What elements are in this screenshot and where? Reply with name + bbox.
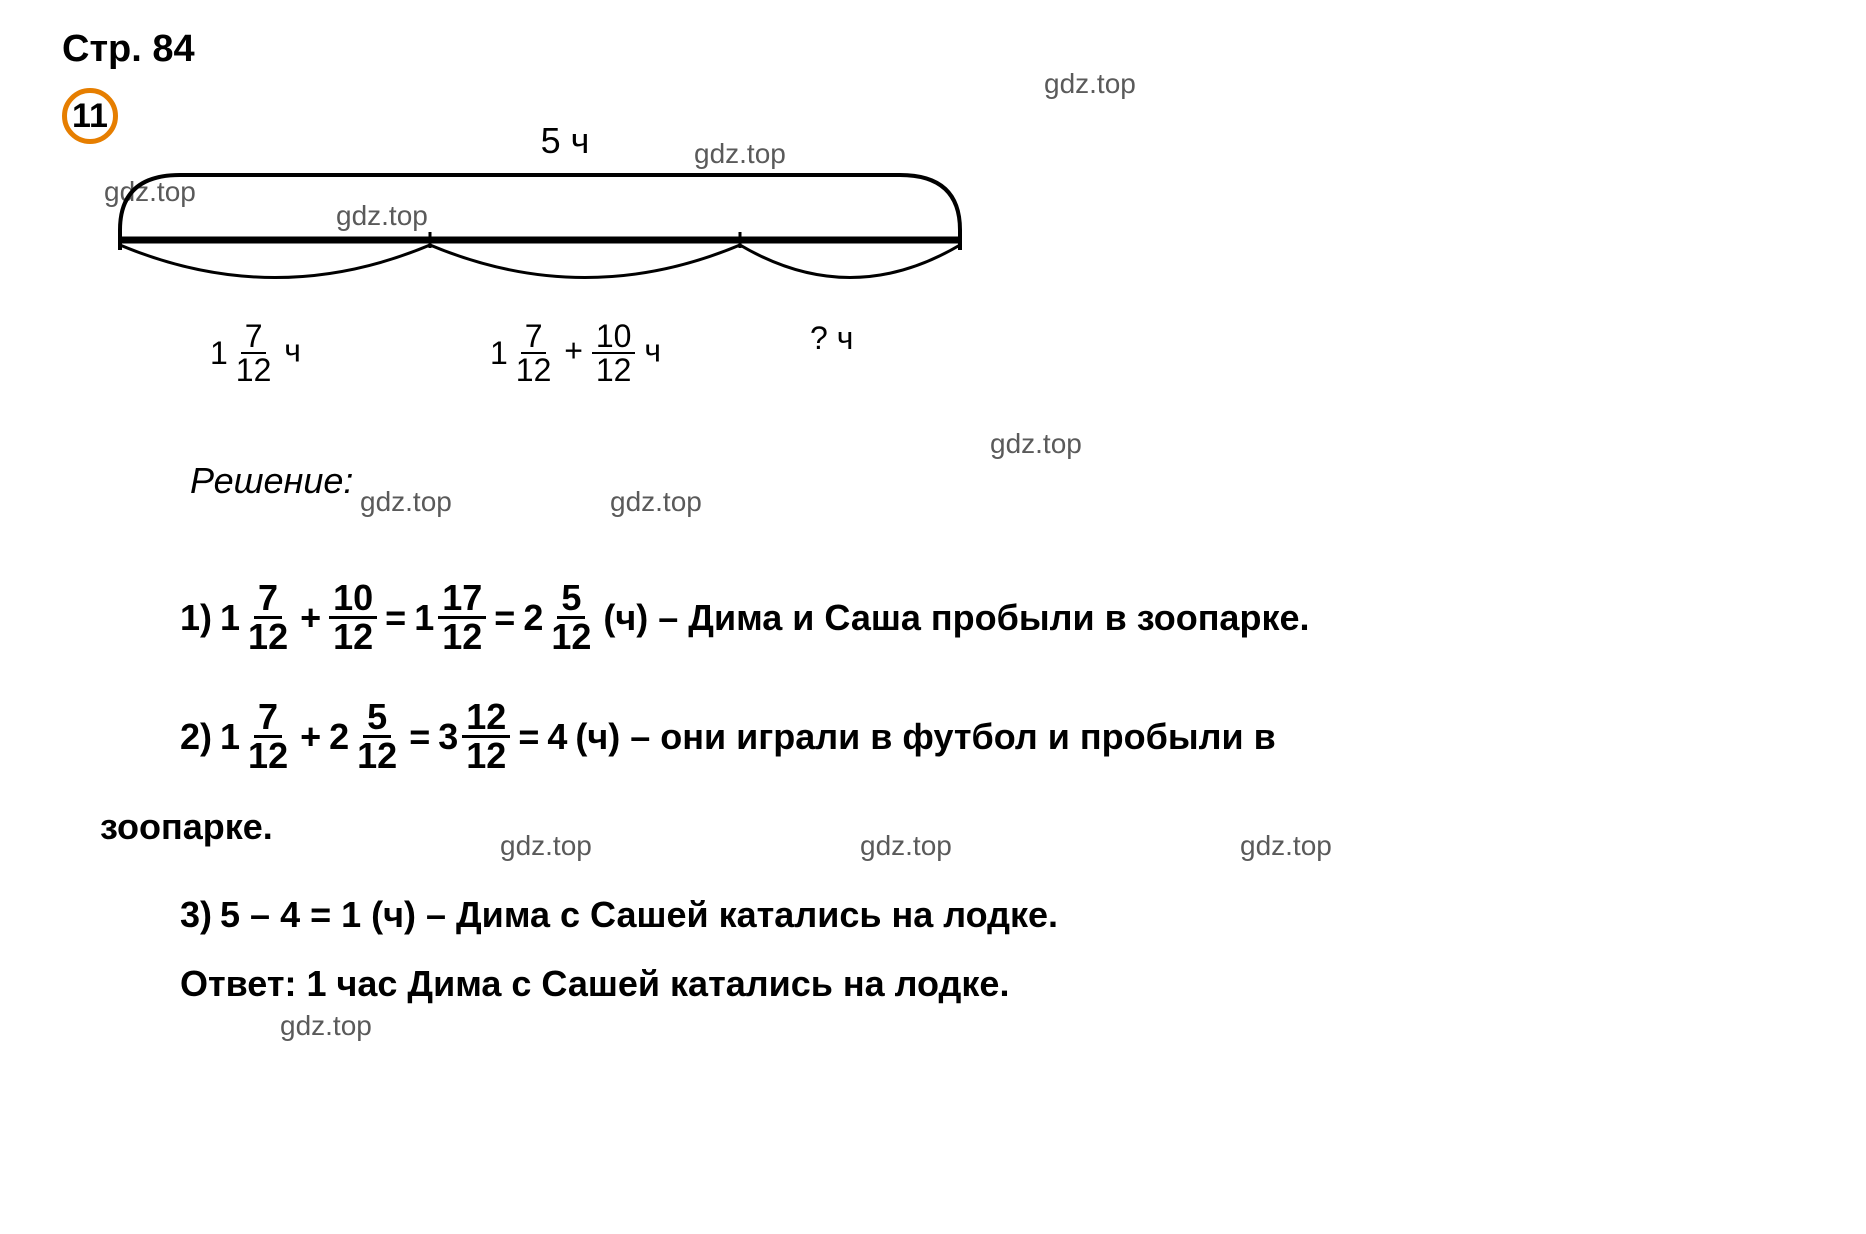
l2-f2-w: 2 bbox=[329, 708, 349, 766]
l1-f2-d: 12 bbox=[329, 619, 377, 655]
l1-f4-w: 2 bbox=[523, 589, 543, 647]
watermark: gdz.top bbox=[990, 428, 1082, 460]
diagram: 5 ч 1 7 12 ч 1 7 bbox=[90, 120, 1040, 400]
d2-suffix: ч bbox=[635, 332, 661, 368]
l2-f1-n: 7 bbox=[254, 699, 282, 738]
l1-f4-d: 12 bbox=[547, 619, 595, 655]
solution-line-1: 1) 1 7 12 + 10 12 = 1 17 12 = 2 5 12 bbox=[100, 580, 1800, 655]
l2-f2-n: 5 bbox=[363, 699, 391, 738]
l1-eq1: = bbox=[385, 589, 406, 647]
solution-line-2: 2) 1 7 12 + 2 5 12 = 3 12 12 = 4 (ч) – о… bbox=[100, 699, 1800, 774]
l2-f1-d: 12 bbox=[244, 738, 292, 774]
d2-pden: 12 bbox=[592, 354, 636, 386]
l2-f1-w: 1 bbox=[220, 708, 240, 766]
page-label: Стр. 84 bbox=[62, 28, 195, 71]
d1-den: 12 bbox=[232, 354, 276, 386]
d1-whole: 1 bbox=[210, 335, 228, 372]
l2-num: 2) bbox=[180, 708, 212, 766]
solution-line-2b: зоопарке. bbox=[100, 798, 1800, 856]
l2-f3-w: 3 bbox=[438, 708, 458, 766]
watermark: gdz.top bbox=[1044, 68, 1136, 100]
diagram-top-label: 5 ч bbox=[541, 120, 590, 162]
watermark: gdz.top bbox=[610, 486, 702, 518]
l2-f3-n: 12 bbox=[462, 699, 510, 738]
l2-eq1: = bbox=[409, 708, 430, 766]
l1-f1-d: 12 bbox=[244, 619, 292, 655]
d2-num: 7 bbox=[521, 320, 547, 354]
l1-f1-n: 7 bbox=[254, 580, 282, 619]
d1-suffix: ч bbox=[275, 332, 301, 368]
watermark: gdz.top bbox=[280, 1010, 372, 1042]
l2-f2-d: 12 bbox=[353, 738, 401, 774]
solution-label: Решение: bbox=[190, 460, 353, 502]
l1-f2-n: 10 bbox=[329, 580, 377, 619]
d1-num: 7 bbox=[241, 320, 267, 354]
l1-num: 1) bbox=[180, 589, 212, 647]
l1-tail: (ч) – Дима и Саша пробыли в зоопарке. bbox=[603, 589, 1309, 647]
diagram-label-2: 1 7 12 + 10 12 ч bbox=[490, 320, 661, 386]
l1-f3-n: 17 bbox=[438, 580, 486, 619]
watermark: gdz.top bbox=[360, 486, 452, 518]
l2-tail: (ч) – они играли в футбол и пробыли в bbox=[575, 708, 1275, 766]
l1-eq2: = bbox=[494, 589, 515, 647]
d3-text: ? ч bbox=[810, 320, 853, 356]
solution-line-3: 3) 5 – 4 = 1 (ч) – Дима с Сашей катались… bbox=[100, 886, 1800, 944]
d2-pnum: 10 bbox=[592, 320, 636, 354]
l1-f1-w: 1 bbox=[220, 589, 240, 647]
diagram-label-3: ? ч bbox=[810, 320, 853, 357]
solution-lines: 1) 1 7 12 + 10 12 = 1 17 12 = 2 5 12 bbox=[100, 580, 1800, 1005]
l1-f3-d: 12 bbox=[438, 619, 486, 655]
l2-eq2: = bbox=[518, 708, 539, 766]
l3-num: 3) bbox=[180, 886, 212, 944]
l1-op1: + bbox=[300, 589, 321, 647]
l3-expr: 5 – 4 = 1 (ч) – Дима с Сашей катались на… bbox=[220, 886, 1058, 944]
l2-op1: + bbox=[300, 708, 321, 766]
l2-f3-d: 12 bbox=[462, 738, 510, 774]
l2b-text: зоопарке. bbox=[100, 798, 273, 856]
diagram-label-1: 1 7 12 ч bbox=[210, 320, 301, 386]
l1-f4-n: 5 bbox=[557, 580, 585, 619]
diagram-svg bbox=[90, 160, 1040, 320]
l1-f3-w: 1 bbox=[414, 589, 434, 647]
d2-whole: 1 bbox=[490, 335, 508, 372]
d2-plus: + bbox=[564, 332, 592, 368]
l2-v4: 4 bbox=[547, 708, 567, 766]
answer-line: Ответ: 1 час Дима с Сашей катались на ло… bbox=[100, 963, 1800, 1005]
d2-den: 12 bbox=[512, 354, 556, 386]
